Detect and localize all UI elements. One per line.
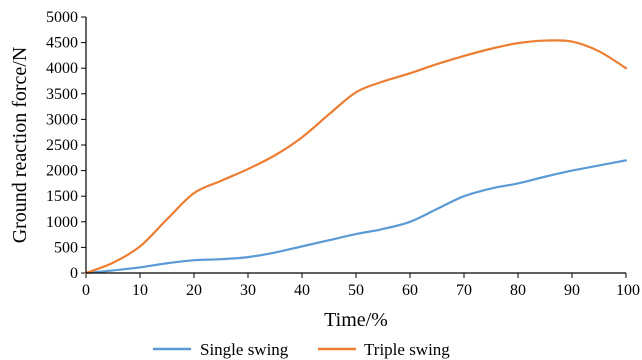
x-tick-label: 100 (616, 282, 640, 299)
x-tick-label: 20 (186, 282, 202, 299)
legend: Single swing Triple swing (153, 340, 450, 359)
series-line-triple-swing (84, 39, 628, 275)
x-tick-label: 50 (348, 282, 364, 299)
y-tick-label: 3000 (46, 111, 78, 128)
x-tick-label: 30 (240, 282, 256, 299)
x-tick-label: 90 (564, 282, 580, 299)
y-axis-title: Ground reaction force/N (9, 47, 31, 244)
x-tick-label: 40 (294, 282, 310, 299)
x-tick-label: 80 (510, 282, 526, 299)
y-tick-label: 2000 (46, 163, 78, 180)
series-line-single-swing (84, 159, 628, 275)
x-tick-label: 70 (456, 282, 472, 299)
y-tick-label: 1000 (46, 214, 78, 231)
x-tick-label: 60 (402, 282, 418, 299)
legend-label-triple-swing: Triple swing (364, 340, 450, 359)
x-tick-label: 10 (132, 282, 148, 299)
x-ticks: 0 10 20 30 40 50 60 70 80 90 100 (82, 273, 640, 299)
y-tick-label: 4500 (46, 35, 78, 52)
y-tick-label: 500 (54, 239, 78, 256)
y-tick-label: 0 (70, 265, 78, 282)
legend-label-single-swing: Single swing (200, 340, 289, 359)
y-tick-label: 2500 (46, 137, 78, 154)
y-ticks: 0 500 1000 1500 2000 2500 3000 3500 4000 4500 5000 (46, 9, 86, 282)
series-lines (84, 39, 628, 275)
y-tick-label: 1500 (46, 188, 78, 205)
y-tick-label: 4000 (46, 60, 78, 77)
x-axis-title: Time/% (324, 309, 388, 331)
y-tick-label: 5000 (46, 9, 78, 26)
y-tick-label: 3500 (46, 86, 78, 103)
x-tick-label: 0 (82, 282, 90, 299)
